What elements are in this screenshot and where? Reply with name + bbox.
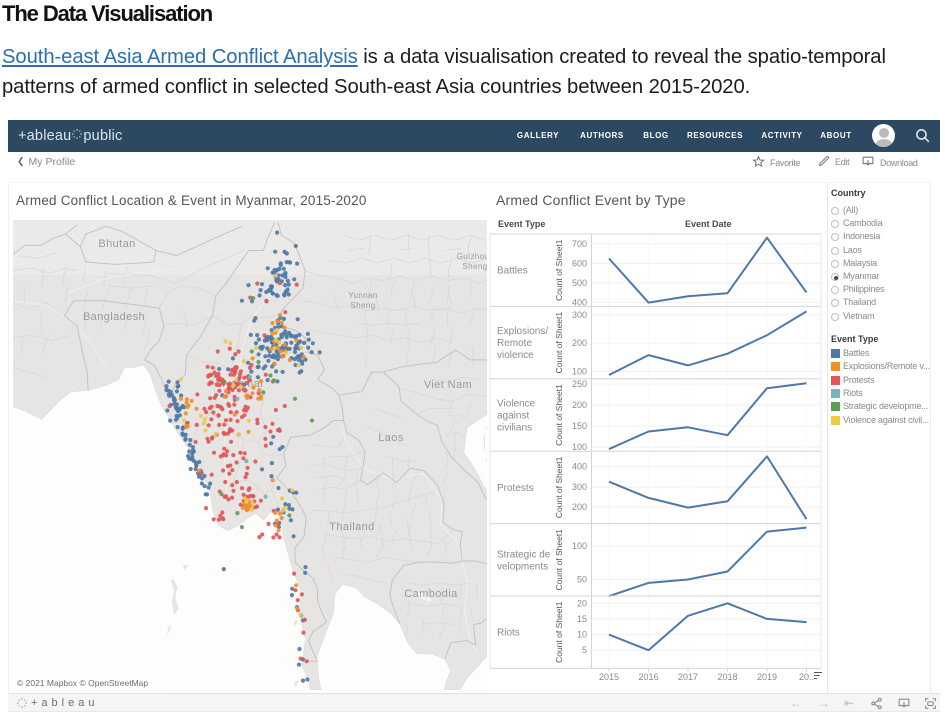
svg-text:© 2021 Mapbox © OpenStreetMap: © 2021 Mapbox © OpenStreetMap: [17, 678, 148, 688]
svg-text:Battles: Battles: [497, 266, 528, 277]
svg-text:Riots: Riots: [497, 628, 520, 639]
svg-text:5: 5: [582, 645, 587, 655]
svg-text:civilians: civilians: [497, 423, 532, 434]
svg-text:400: 400: [572, 462, 587, 472]
svg-text:Explosions/: Explosions/: [497, 326, 548, 337]
svg-text:2015: 2015: [599, 672, 619, 682]
svg-text:Remote: Remote: [497, 338, 532, 349]
svg-text:Protests: Protests: [497, 483, 534, 494]
svg-text:2016: 2016: [638, 672, 658, 682]
svg-text:250: 250: [572, 379, 587, 389]
svg-text:Bangladesh: Bangladesh: [83, 311, 145, 323]
svg-text:Sheng: Sheng: [350, 301, 375, 310]
svg-text:Count of Sheet1: Count of Sheet1: [554, 312, 564, 374]
svg-text:2017: 2017: [678, 672, 698, 682]
svg-text:Count of Sheet1: Count of Sheet1: [554, 529, 564, 591]
svg-text:200: 200: [572, 400, 587, 410]
svg-text:Thailand: Thailand: [329, 521, 374, 533]
svg-text:Sheng: Sheng: [462, 262, 487, 271]
svg-text:200: 200: [572, 338, 587, 348]
svg-text:Guizhou: Guizhou: [457, 252, 487, 261]
svg-text:100: 100: [572, 367, 587, 377]
svg-text:200: 200: [572, 502, 587, 512]
svg-text:Strategic de: Strategic de: [497, 549, 551, 560]
svg-text:15: 15: [577, 614, 587, 624]
svg-text:Bhutan: Bhutan: [98, 238, 135, 250]
svg-text:Viet Nam: Viet Nam: [424, 379, 472, 391]
svg-text:300: 300: [572, 482, 587, 492]
svg-text:700: 700: [572, 239, 587, 249]
svg-text:20..: 20..: [799, 672, 814, 682]
svg-text:600: 600: [572, 258, 587, 268]
svg-text:2019: 2019: [757, 672, 777, 682]
svg-text:Yunnan: Yunnan: [348, 291, 378, 300]
svg-text:500: 500: [572, 278, 587, 288]
svg-text:300: 300: [572, 310, 587, 320]
svg-text:Count of Sheet1: Count of Sheet1: [554, 239, 564, 301]
svg-text:100: 100: [572, 442, 587, 452]
svg-text:Count of Sheet1: Count of Sheet1: [554, 456, 564, 518]
svg-text:150: 150: [572, 421, 587, 431]
svg-text:violence: violence: [497, 350, 534, 361]
svg-text:2018: 2018: [717, 672, 737, 682]
svg-text:velopments: velopments: [497, 561, 548, 572]
svg-text:Cambodia: Cambodia: [404, 588, 458, 600]
svg-text:against: against: [497, 411, 529, 422]
svg-text:Laos: Laos: [378, 432, 404, 444]
svg-text:Violence: Violence: [497, 399, 536, 410]
svg-text:Count of Sheet1: Count of Sheet1: [554, 384, 564, 446]
svg-text:50: 50: [577, 575, 587, 585]
svg-text:100: 100: [572, 541, 587, 551]
svg-text:400: 400: [572, 298, 587, 308]
svg-text:10: 10: [577, 630, 587, 640]
svg-text:Count of Sheet1: Count of Sheet1: [554, 601, 564, 663]
svg-text:20: 20: [577, 598, 587, 608]
